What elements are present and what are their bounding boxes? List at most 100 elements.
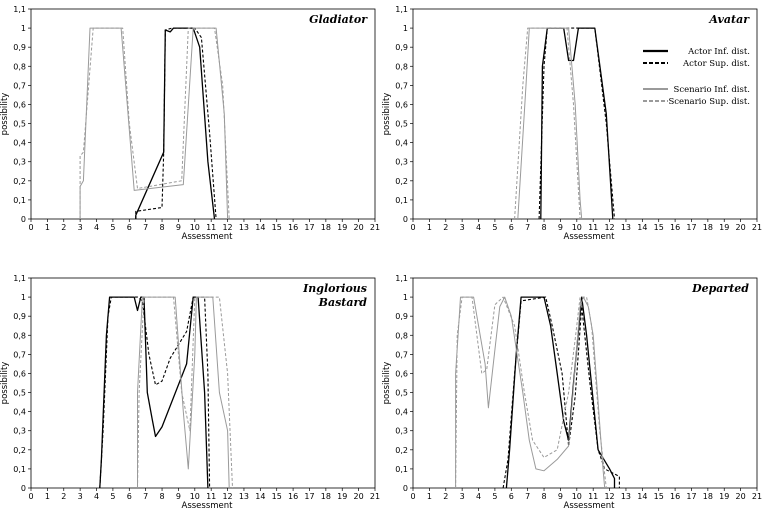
series-line-scen-sup xyxy=(137,296,233,489)
y-tick-label: 0,3 xyxy=(13,158,26,167)
y-axis-label: possibility xyxy=(0,362,10,405)
x-tick-label: 15 xyxy=(654,492,664,501)
x-tick-label: 13 xyxy=(239,223,249,232)
y-tick-label: 1,1 xyxy=(13,5,26,14)
y-tick-label: 0,2 xyxy=(13,446,26,455)
x-tick-label: 10 xyxy=(572,223,582,232)
legend-label: Scenario Inf. dist. xyxy=(674,85,750,95)
x-tick-label: 20 xyxy=(736,223,746,232)
x-tick-label: 19 xyxy=(337,223,347,232)
y-tick-label: 0,6 xyxy=(13,369,26,378)
x-tick-label: 9 xyxy=(176,492,181,501)
y-tick-label: 0,2 xyxy=(395,446,408,455)
x-tick-label: 21 xyxy=(370,492,380,501)
y-tick-label: 1,1 xyxy=(395,274,408,283)
x-tick-label: 4 xyxy=(94,492,99,501)
y-tick-label: 0 xyxy=(403,484,408,493)
x-tick-label: 1 xyxy=(427,223,432,232)
x-tick-label: 14 xyxy=(637,492,647,501)
x-tick-label: 2 xyxy=(443,223,448,232)
x-tick-label: 10 xyxy=(190,223,200,232)
y-tick-label: 0,1 xyxy=(395,465,408,474)
legend: Actor Inf. dist. Actor Sup. dist. Scenario… xyxy=(643,47,750,107)
x-tick-label: 4 xyxy=(94,223,99,232)
x-tick-label: 9 xyxy=(558,492,563,501)
x-tick-label: 19 xyxy=(719,223,729,232)
x-tick-label: 15 xyxy=(654,223,664,232)
x-tick-label: 6 xyxy=(509,492,514,501)
y-tick-label: 0,7 xyxy=(13,81,26,90)
x-tick-label: 12 xyxy=(222,223,232,232)
x-tick-label: 3 xyxy=(460,492,465,501)
x-tick-label: 20 xyxy=(354,223,364,232)
x-tick-label: 3 xyxy=(78,223,83,232)
plot-frame xyxy=(30,277,376,489)
y-axis-label: possibility xyxy=(382,93,392,136)
y-tick-label: 0,9 xyxy=(395,43,408,52)
legend-label: Scenario Sup. dist. xyxy=(668,97,750,107)
x-tick-label: 14 xyxy=(637,223,647,232)
x-tick-label: 2 xyxy=(61,223,66,232)
y-tick-label: 0,1 xyxy=(395,196,408,205)
x-tick-label: 14 xyxy=(255,492,265,501)
x-tick-label: 19 xyxy=(337,492,347,501)
x-tick-label: 21 xyxy=(752,223,762,232)
x-tick-label: 9 xyxy=(558,223,563,232)
x-tick-label: 11 xyxy=(588,223,598,232)
y-axis-label: possibility xyxy=(0,93,10,136)
y-tick-label: 0,7 xyxy=(395,350,408,359)
y-tick-label: 0,8 xyxy=(13,62,26,71)
y-tick-label: 0,5 xyxy=(13,120,26,129)
x-tick-label: 9 xyxy=(176,223,181,232)
x-tick-label: 19 xyxy=(719,492,729,501)
x-tick-label: 6 xyxy=(509,223,514,232)
x-tick-label: 3 xyxy=(460,223,465,232)
y-tick-label: 0,8 xyxy=(13,331,26,340)
y-tick-label: 0,2 xyxy=(395,177,408,186)
chart-title: Gladiator xyxy=(309,13,368,26)
x-tick-label: 1 xyxy=(45,223,50,232)
x-tick-label: 13 xyxy=(621,492,631,501)
series-line-actor-sup xyxy=(538,27,616,220)
series-line-actor-inf xyxy=(540,27,614,220)
x-tick-label: 14 xyxy=(255,223,265,232)
x-tick-label: 16 xyxy=(670,223,680,232)
x-axis-label: Assessment xyxy=(182,501,234,511)
y-tick-label: 0,7 xyxy=(395,81,408,90)
chart-panel-1: 00,10,20,30,40,50,60,70,80,911,10 1 2 3 4 5 6 7… xyxy=(0,5,380,242)
x-tick-label: 0 xyxy=(410,223,415,232)
y-tick-label: 1 xyxy=(403,24,408,33)
y-tick-label: 0,4 xyxy=(13,408,26,417)
series-line-scen-inf xyxy=(137,296,230,489)
chart-panel-2: 00,10,20,30,40,50,60,70,80,911,10 1 2 3 4 5 6 7… xyxy=(382,5,762,242)
series-line-actor-inf xyxy=(135,27,216,220)
chart-title: Bastard xyxy=(318,296,368,309)
x-tick-label: 18 xyxy=(321,492,331,501)
y-tick-label: 1,1 xyxy=(395,5,408,14)
x-tick-label: 18 xyxy=(703,223,713,232)
series-line-scen-sup xyxy=(514,27,581,220)
x-tick-label: 17 xyxy=(686,223,696,232)
x-tick-label: 7 xyxy=(143,492,148,501)
y-tick-label: 0,9 xyxy=(13,43,26,52)
x-tick-label: 7 xyxy=(525,223,530,232)
x-tick-label: 15 xyxy=(272,492,282,501)
x-tick-label: 0 xyxy=(28,223,33,232)
x-tick-label: 17 xyxy=(686,492,696,501)
x-tick-label: 4 xyxy=(476,492,481,501)
series-line-scen-inf xyxy=(455,296,606,489)
chart-title: Avatar xyxy=(708,13,750,26)
x-tick-label: 16 xyxy=(288,223,298,232)
y-tick-label: 1 xyxy=(403,293,408,302)
series-line-actor-sup xyxy=(135,27,217,220)
y-tick-label: 0,5 xyxy=(13,389,26,398)
x-tick-label: 6 xyxy=(127,223,132,232)
x-tick-label: 20 xyxy=(354,492,364,501)
x-tick-label: 8 xyxy=(160,223,165,232)
y-tick-label: 0,8 xyxy=(395,62,408,71)
x-tick-label: 8 xyxy=(160,492,165,501)
x-tick-label: 8 xyxy=(542,223,547,232)
x-tick-label: 5 xyxy=(110,223,115,232)
y-tick-label: 0,6 xyxy=(395,369,408,378)
